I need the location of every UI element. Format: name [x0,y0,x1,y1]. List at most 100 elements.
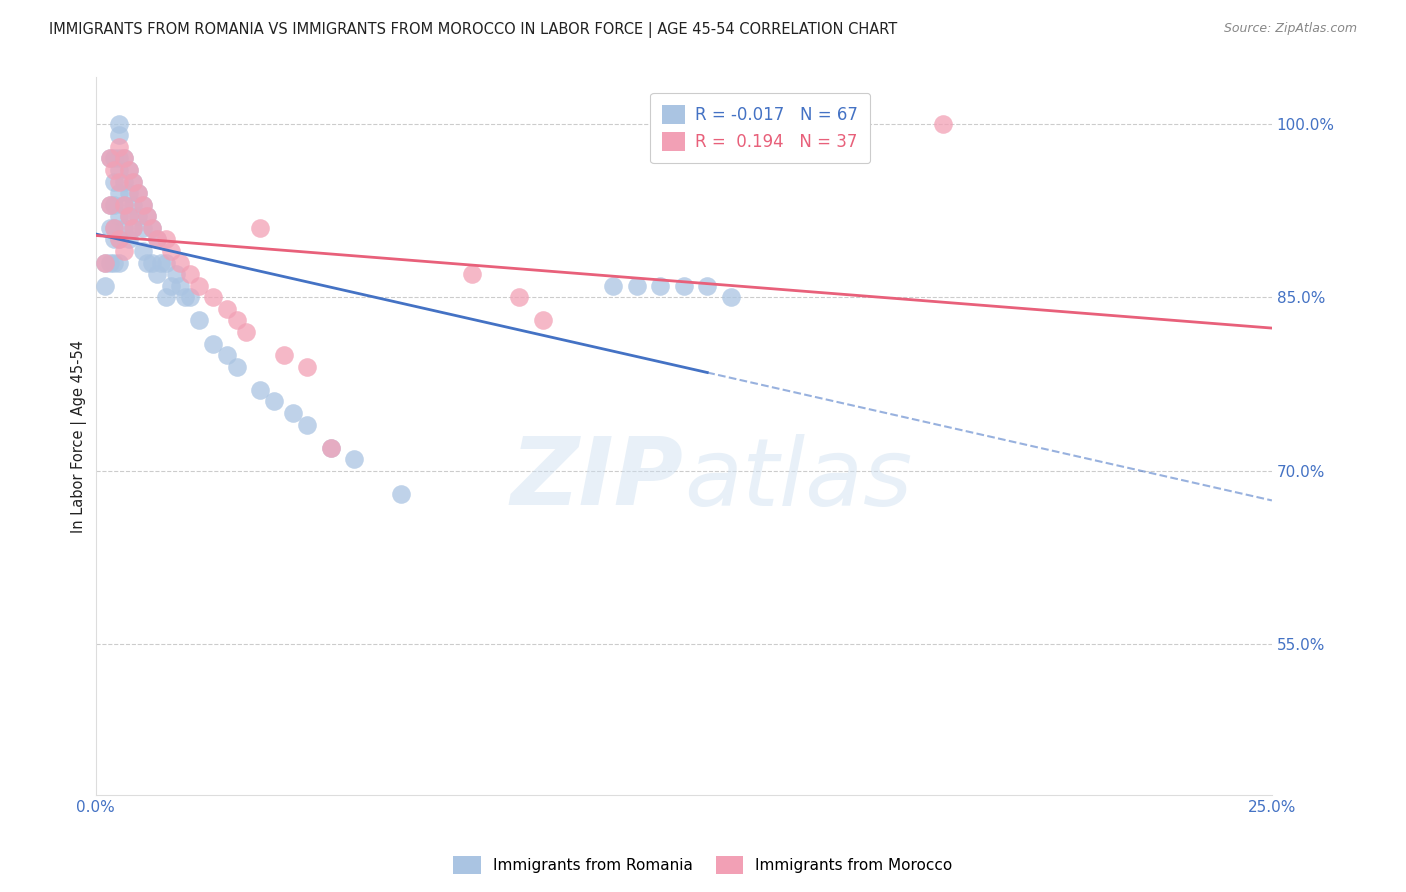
Point [136,209,159,223]
Point [235,325,257,339]
Text: ZIP: ZIP [510,434,683,525]
Point [319,441,342,455]
Point [155,255,177,269]
Point [94,255,117,269]
Point [531,313,554,327]
Point [117,186,139,201]
Point [112,197,135,211]
Point [650,278,672,293]
Point [202,336,225,351]
Point [136,209,159,223]
Point [217,348,239,362]
Point [461,267,484,281]
Point [720,290,742,304]
Point [141,255,163,269]
Point [179,267,201,281]
Point [103,175,125,189]
Point [165,267,187,281]
Point [108,152,131,166]
Point [117,163,139,178]
Point [108,255,131,269]
Point [131,197,153,211]
Point [131,197,153,211]
Point [103,255,125,269]
Text: Source: ZipAtlas.com: Source: ZipAtlas.com [1223,22,1357,36]
Point [150,255,173,269]
Point [103,152,125,166]
Point [112,220,135,235]
Point [112,197,135,211]
Point [508,290,530,304]
Point [108,209,131,223]
Point [343,452,366,467]
Point [391,487,413,501]
Point [202,290,225,304]
Point [98,152,121,166]
Point [108,186,131,201]
Point [225,313,247,327]
Point [169,255,191,269]
Point [263,394,285,409]
Point [145,232,167,246]
Point [696,278,718,293]
Point [127,186,149,201]
Point [931,117,953,131]
Point [249,220,271,235]
Point [98,197,121,211]
Point [160,244,183,258]
Point [319,441,342,455]
Point [160,278,183,293]
Point [122,175,145,189]
Text: IMMIGRANTS FROM ROMANIA VS IMMIGRANTS FROM MOROCCO IN LABOR FORCE | AGE 45-54 CO: IMMIGRANTS FROM ROMANIA VS IMMIGRANTS FR… [49,22,897,38]
Point [131,244,153,258]
Point [155,290,177,304]
Point [602,278,624,293]
Text: atlas: atlas [683,434,912,524]
Legend: Immigrants from Romania, Immigrants from Morocco: Immigrants from Romania, Immigrants from… [447,850,959,880]
Point [117,163,139,178]
Point [169,278,191,293]
Point [94,278,117,293]
Point [112,152,135,166]
Point [98,220,121,235]
Point [127,186,149,201]
Point [131,220,153,235]
Point [141,220,163,235]
Point [297,359,319,374]
Point [249,383,271,397]
Point [273,348,295,362]
Point [103,232,125,246]
Point [103,220,125,235]
Point [174,290,197,304]
Point [122,197,145,211]
Point [141,220,163,235]
Point [127,209,149,223]
Point [145,267,167,281]
Point [188,313,211,327]
Point [122,220,145,235]
Point [98,197,121,211]
Point [145,232,167,246]
Point [108,232,131,246]
Point [155,232,177,246]
Point [283,406,305,420]
Point [179,290,201,304]
Point [108,140,131,154]
Point [225,359,247,374]
Point [112,175,135,189]
Y-axis label: In Labor Force | Age 45-54: In Labor Force | Age 45-54 [72,340,87,533]
Point [117,209,139,223]
Point [122,220,145,235]
Point [297,417,319,432]
Point [117,232,139,246]
Point [108,163,131,178]
Point [108,232,131,246]
Point [103,163,125,178]
Point [94,255,117,269]
Point [108,175,131,189]
Point [103,220,125,235]
Point [112,244,135,258]
Point [672,278,695,293]
Point [98,152,121,166]
Point [108,117,131,131]
